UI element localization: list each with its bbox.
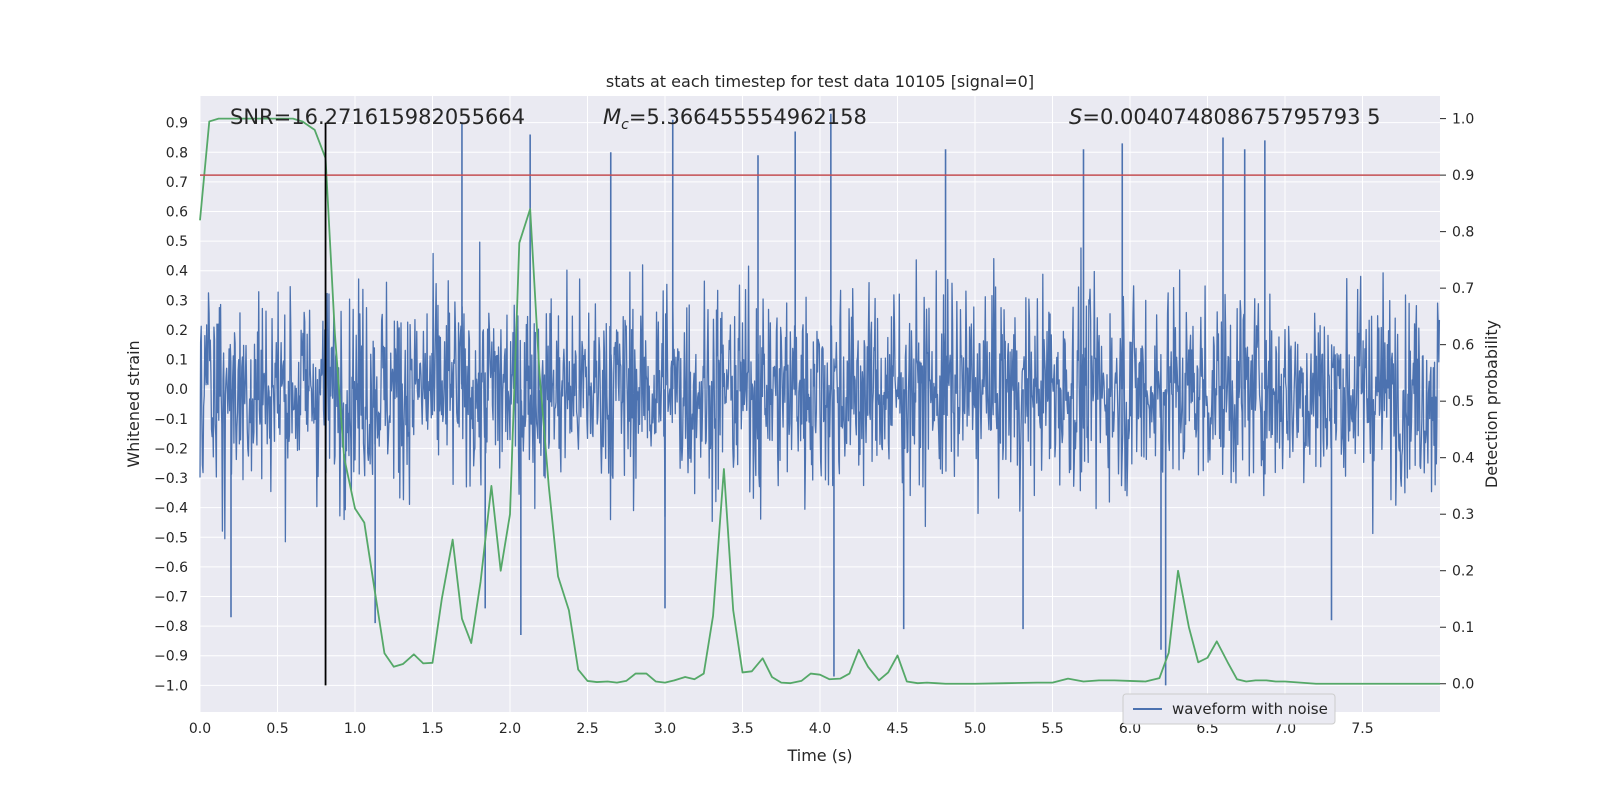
y2-tick-label: 0.3 — [1452, 507, 1474, 523]
y-axis-label: Whitened strain — [124, 340, 143, 467]
probability-line — [199, 117, 1440, 685]
x-tick-label: 0.0 — [189, 721, 211, 737]
chirp-mass-value: =5.366455554962158 — [629, 105, 867, 129]
y2-tick-label: 0.4 — [1452, 451, 1474, 467]
y-tick-label: 0.1 — [166, 353, 188, 369]
legend: waveform with noise — [1122, 693, 1336, 725]
s-annotation: S=0.004074808675795793 5 — [1069, 105, 1381, 129]
y2-tick-label: 0.2 — [1452, 564, 1474, 580]
y2-tick-label: 1.0 — [1452, 112, 1474, 128]
x-tick-label: 5.0 — [964, 721, 986, 737]
x-tick-label: 0.5 — [266, 721, 288, 737]
x-tick-label: 7.0 — [1274, 721, 1296, 737]
x-tick-label: 1.0 — [344, 721, 366, 737]
s-value: =0.004074808675795793 5 — [1082, 105, 1380, 129]
y-tick-label: −0.7 — [154, 590, 188, 606]
chirp-mass-subscript: c — [621, 117, 629, 133]
snr-annotation: SNR=16.271615982055664 — [230, 105, 525, 129]
y-tick-label: −0.5 — [154, 530, 188, 546]
chart-title: stats at each timestep for test data 101… — [606, 72, 1034, 91]
legend-box — [1122, 693, 1336, 725]
y-tick-label: 0.2 — [166, 323, 188, 339]
y-tick-label: 0.0 — [166, 382, 188, 398]
y2-tick-label: 0.6 — [1452, 338, 1474, 354]
probability-series — [199, 117, 1440, 685]
x-tick-label: 4.0 — [809, 721, 831, 737]
y-tick-label: −0.3 — [154, 471, 188, 487]
y2-tick-label: 0.0 — [1452, 677, 1474, 693]
y-tick-label: 0.6 — [166, 205, 188, 221]
y-tick-label: −0.8 — [154, 619, 188, 635]
y2-tick-label: 0.1 — [1452, 620, 1474, 636]
y-tick-label: 0.9 — [166, 116, 188, 132]
y-tick-label: −1.0 — [154, 678, 188, 694]
legend-label: waveform with noise — [1172, 700, 1328, 718]
waveform-line — [199, 241, 1441, 543]
x-tick-label: 3.5 — [731, 721, 753, 737]
y-tick-label: 0.3 — [166, 293, 188, 309]
y2-axis-label: Detection probability — [1482, 320, 1501, 488]
y2-tick-label: 0.8 — [1452, 225, 1474, 241]
y-tick-label: −0.6 — [154, 560, 188, 576]
y2-tick-label: 0.7 — [1452, 281, 1474, 297]
y-tick-label: −0.2 — [154, 441, 188, 457]
x-tick-label: 6.0 — [1119, 721, 1141, 737]
x-tick-label: 2.5 — [576, 721, 598, 737]
y2-tick-label: 0.9 — [1452, 168, 1474, 184]
x-tick-label: 1.5 — [421, 721, 443, 737]
y2-tick-label: 0.5 — [1452, 394, 1474, 410]
y-tick-label: 0.5 — [166, 234, 188, 250]
y-tick-label: 0.7 — [166, 175, 188, 191]
waveform-series — [199, 113, 1441, 686]
chirp-mass-annotation: Mc=5.366455554962158 — [603, 105, 867, 133]
y-tick-label: −0.4 — [154, 501, 188, 517]
axis-ticks: 0.0 0.5 1.0 1.5 2.0 2.5 3.0 3.5 4.0 4.5 5.0 5.5 6.0 6… — [154, 112, 1474, 737]
y-tick-label: −0.9 — [154, 649, 188, 665]
reference-lines — [200, 122, 1440, 686]
y-tick-label: 0.4 — [166, 264, 188, 280]
x-tick-label: 7.5 — [1351, 721, 1373, 737]
y-tick-label: 0.8 — [166, 145, 188, 161]
x-tick-label: 2.0 — [499, 721, 521, 737]
chirp-mass-symbol: M — [603, 105, 621, 129]
x-tick-label: 4.5 — [886, 721, 908, 737]
s-symbol: S — [1069, 105, 1082, 129]
x-tick-label: 5.5 — [1041, 721, 1063, 737]
x-tick-label: 3.0 — [654, 721, 676, 737]
x-axis-label: Time (s) — [786, 746, 852, 765]
y-tick-label: −0.1 — [154, 412, 188, 428]
x-tick-label: 6.5 — [1196, 721, 1218, 737]
